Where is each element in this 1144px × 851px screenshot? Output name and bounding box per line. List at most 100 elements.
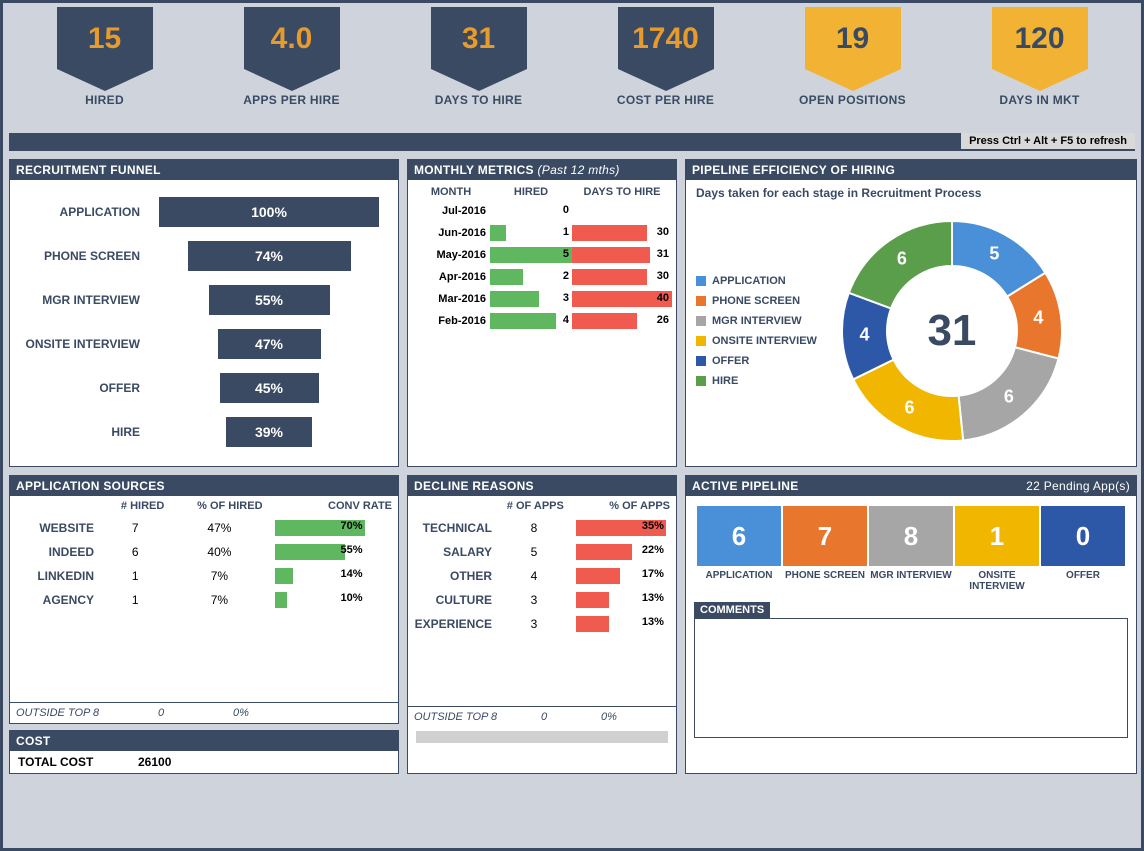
decline-col: % OF APPS — [570, 496, 676, 516]
funnel-stage: APPLICATION 100% — [18, 190, 390, 234]
monthly-title-text: MONTHLY METRICS — [414, 163, 534, 177]
sources-col: % OF HIRED — [170, 496, 268, 516]
sources-label: WEBSITE — [10, 516, 100, 540]
legend-label: HIRE — [712, 375, 738, 387]
monthly-hired-bar: 2 — [490, 269, 572, 285]
monthly-days-bar: 30 — [572, 225, 672, 241]
declines-title: DECLINE REASONS — [408, 476, 676, 496]
sources-conv-bar: 55% — [275, 543, 365, 561]
recruitment-funnel-panel: RECRUITMENT FUNNEL APPLICATION 100% PHON… — [9, 159, 399, 467]
donut-segment-value: 6 — [904, 397, 914, 418]
sources-conv-bar: 70% — [275, 519, 365, 537]
decline-apps: 8 — [498, 516, 570, 540]
kpi-badge: 4.0 — [244, 7, 340, 77]
decline-label: OTHER — [408, 564, 498, 588]
sources-hired: 6 — [100, 540, 170, 564]
sources-label: LINKEDIN — [10, 564, 100, 588]
declines-outside-row: OUTSIDE TOP 8 0 0% — [408, 706, 676, 727]
monthly-month: Feb-2016 — [412, 315, 490, 327]
monthly-month: Apr-2016 — [412, 271, 490, 283]
pipeline-box-label: APPLICATION — [697, 570, 781, 592]
sources-col: # HIRED — [100, 496, 170, 516]
donut-segment-value: 4 — [860, 325, 870, 346]
donut-legend: APPLICATIONPHONE SCREENMGR INTERVIEWONSI… — [696, 267, 817, 395]
monthly-title: MONTHLY METRICS (Past 12 mths) — [408, 160, 676, 180]
monthly-days-bar: 26 — [572, 313, 672, 329]
decline-apps: 3 — [498, 612, 570, 636]
pipeline-box-label: ONSITE INTERVIEW — [955, 570, 1039, 592]
monthly-month: May-2016 — [412, 249, 490, 261]
comments-title: COMMENTS — [694, 602, 770, 618]
comments-box[interactable] — [694, 618, 1128, 738]
kpi-cost-per-hire: 1740 COST PER HIRE — [581, 7, 751, 133]
sources-title: APPLICATION SOURCES — [10, 476, 398, 496]
funnel-bar: 100% — [159, 197, 379, 227]
refresh-note: Press Ctrl + Alt + F5 to refresh — [961, 133, 1135, 149]
pipeline-box-label: PHONE SCREEN — [783, 570, 867, 592]
funnel-bar: 45% — [220, 373, 319, 403]
decline-label: CULTURE — [408, 588, 498, 612]
cost-label: TOTAL COST — [18, 755, 138, 769]
monthly-days-bar: 31 — [572, 247, 672, 263]
sources-pct: 40% — [170, 540, 268, 564]
funnel-bar: 47% — [218, 329, 321, 359]
decline-row: CULTURE 3 13% — [408, 588, 676, 612]
decline-col: # OF APPS — [498, 496, 570, 516]
funnel-stage: MGR INTERVIEW 55% — [18, 278, 390, 322]
cost-value: 26100 — [138, 755, 171, 769]
monthly-hired-bar: 4 — [490, 313, 572, 329]
kpi-hired: 15 HIRED — [20, 7, 190, 133]
legend-item: OFFER — [696, 355, 817, 367]
monthly-hired-bar: 5 — [490, 247, 572, 263]
declines-outside-pct: 0% — [574, 711, 644, 723]
funnel-stage-label: OFFER — [18, 381, 148, 395]
funnel-stage: ONSITE INTERVIEW 47% — [18, 322, 390, 366]
sources-outside-label: OUTSIDE TOP 8 — [16, 707, 126, 719]
funnel-bar: 74% — [188, 241, 351, 271]
cost-title: COST — [10, 731, 398, 751]
sources-label: INDEED — [10, 540, 100, 564]
decline-reasons-panel: DECLINE REASONS # OF APPS% OF APPS TECHN… — [407, 475, 677, 774]
sources-row: LINKEDIN 1 7% 14% — [10, 564, 398, 588]
monthly-subtitle: (Past 12 mths) — [537, 163, 619, 177]
monthly-days-bar — [572, 203, 672, 219]
funnel-title: RECRUITMENT FUNNEL — [10, 160, 398, 180]
funnel-bar: 39% — [226, 417, 312, 447]
monthly-hired-bar: 1 — [490, 225, 572, 241]
monthly-month: Mar-2016 — [412, 293, 490, 305]
pipeline-box: 8 — [869, 506, 953, 566]
monthly-month: Jul-2016 — [412, 205, 490, 217]
funnel-stage-label: ONSITE INTERVIEW — [18, 337, 148, 351]
kpi-value: 4.0 — [271, 22, 313, 56]
sources-row: AGENCY 1 7% 10% — [10, 588, 398, 612]
kpi-days-to-hire: 31 DAYS TO HIRE — [394, 7, 564, 133]
application-sources-panel: APPLICATION SOURCES # HIRED% OF HIREDCON… — [9, 475, 399, 724]
declines-outside-apps: 0 — [514, 711, 574, 723]
monthly-hired-bar: 3 — [490, 291, 572, 307]
decline-row: OTHER 4 17% — [408, 564, 676, 588]
decline-row: EXPERIENCE 3 13% — [408, 612, 676, 636]
kpi-value: 120 — [1014, 22, 1064, 56]
funnel-stage: HIRE 39% — [18, 410, 390, 454]
legend-swatch — [696, 296, 706, 306]
legend-label: MGR INTERVIEW — [712, 315, 802, 327]
sources-outside-row: OUTSIDE TOP 8 0 0% — [10, 702, 398, 723]
decline-col — [408, 496, 498, 516]
efficiency-title: PIPELINE EFFICIENCY OF HIRING — [686, 160, 1136, 180]
kpi-days-in-mkt: 120 DAYS IN MKT — [955, 7, 1125, 133]
pipeline-title: ACTIVE PIPELINE — [692, 479, 799, 493]
kpi-value: 15 — [88, 22, 121, 56]
kpi-label: OPEN POSITIONS — [768, 93, 938, 107]
decline-label: TECHNICAL — [408, 516, 498, 540]
sources-conv-bar: 10% — [275, 591, 365, 609]
pipeline-box-label: OFFER — [1041, 570, 1125, 592]
monthly-row: Jun-2016 1 30 — [408, 222, 676, 244]
funnel-stage-label: APPLICATION — [18, 205, 148, 219]
donut-center-value: 31 — [927, 306, 976, 356]
kpi-badge: 15 — [57, 7, 153, 77]
monthly-row: Feb-2016 4 26 — [408, 310, 676, 332]
efficiency-subtitle: Days taken for each stage in Recruitment… — [686, 180, 1136, 200]
decline-label: SALARY — [408, 540, 498, 564]
funnel-stage: PHONE SCREEN 74% — [18, 234, 390, 278]
decline-pct-bar: 13% — [576, 591, 666, 609]
